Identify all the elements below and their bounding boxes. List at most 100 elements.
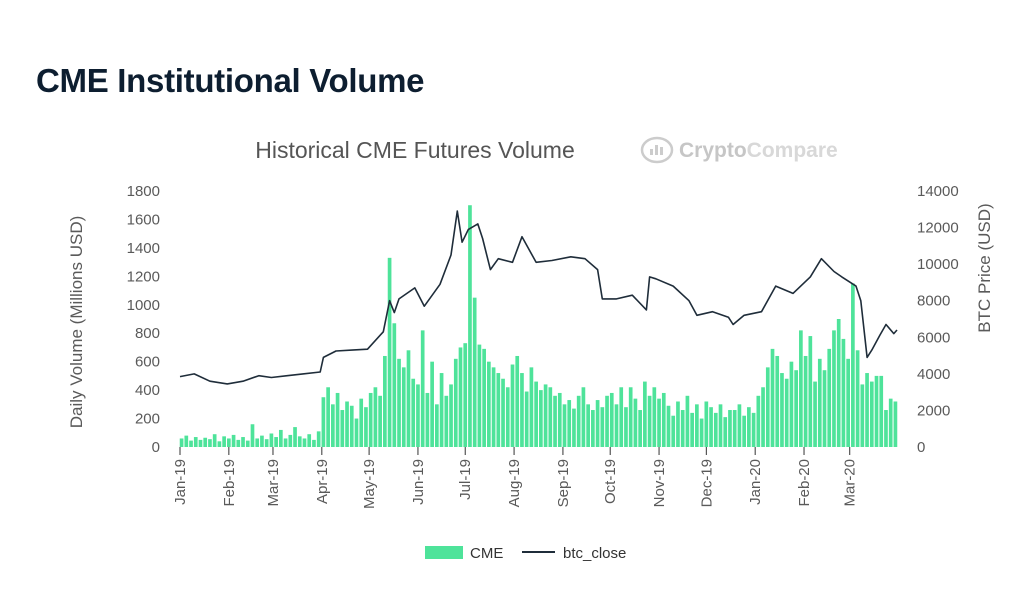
y-left-tick-label: 1200 [127,268,160,285]
y-right-tick-label: 12000 [917,220,959,237]
cme-volume-bar [808,336,813,447]
cme-volume-bar [647,395,652,447]
cme-volume-bar [510,364,515,447]
cryptocompare-logo-icon [640,136,674,164]
cme-volume-bar [643,381,647,447]
x-tick-label: Aug-19 [506,459,523,507]
cme-volume-bar [874,375,879,447]
cme-volume-bar [406,350,411,447]
cme-volume-bar [439,373,444,447]
cme-volume-bar [761,387,765,447]
cme-volume-bar [198,439,203,447]
cme-volume-bar [501,378,505,447]
cme-volume-bar [529,367,534,447]
cme-volume-bar [586,404,590,447]
x-tick-label: Mar-20 [842,459,859,507]
cme-volume-bar [217,441,222,447]
cme-volume-bar [401,367,406,447]
cme-volume-bar [378,395,382,447]
cme-volume-bar [543,384,548,447]
cme-volume-bar [264,439,269,447]
y-right-tick-label: 8000 [917,293,950,310]
cme-volume-bar [794,370,798,447]
cme-volume-bar [553,395,557,447]
cme-volume-bar [803,355,808,447]
chart-title: Historical CME Futures Volume [255,137,575,163]
cme-volume-bar [316,431,321,447]
cme-volume-bar [279,429,283,447]
cme-volume-bar [208,439,212,447]
cme-volume-bar [463,343,468,447]
cme-volume-bar [836,319,841,447]
cme-volume-bar [666,405,671,447]
legend-btc-label: btc_close [563,545,626,562]
cme-volume-bar [581,387,586,447]
cme-volume-bar [633,398,638,447]
cme-volume-bar [709,407,713,447]
cme-volume-bar [822,370,827,447]
y-axis-left-ticks: 0 200 400 600 800 1000 1200 1400 1600 1800 [127,183,160,456]
cme-volume-bar [288,434,293,447]
cme-volume-bar [255,438,260,447]
cme-volume-bar [860,384,865,447]
cme-volume-bar [846,358,850,447]
y-right-tick-label: 0 [917,439,925,456]
cme-volume-bar [420,330,425,447]
x-axis-ticks: Jan-19 Feb-19 Mar-19 Apr-19 May-19 Jun-19 Jul-… [172,447,859,509]
x-tick-label: May-19 [361,459,378,509]
x-tick-label: Sep-19 [555,459,572,507]
cryptocompare-watermark: CryptoCompare [640,136,838,164]
cme-volume-bar [638,410,642,447]
cme-volume-bar [482,348,486,447]
cme-volume-bar [491,367,496,447]
cme-volume-bar [383,355,387,447]
cme-volume-bar [614,404,619,447]
cme-volume-bar [241,437,245,447]
cme-volume-bar [591,410,595,447]
cme-volume-bar [704,401,709,447]
cme-volume-bar [212,434,217,447]
x-tick-label: Dec-19 [698,459,715,507]
cme-volume-bar [411,378,416,447]
cme-volume-bar [747,407,751,447]
cme-volume-bar [567,400,572,447]
cme-volume-bar [609,392,614,447]
cme-volume-bar [548,387,553,447]
cme-volume-bar [397,358,401,447]
cme-volume-bar [713,412,718,447]
cme-volume-bar [250,424,255,447]
cme-volume-bar [893,401,898,447]
cme-volume-bar [728,410,732,447]
cme-volume-bar [718,404,723,447]
cme-volume-bar [671,415,676,447]
cme-volume-bar [307,434,312,447]
cme-volume-bar [884,410,888,447]
x-tick-label: Jan-19 [172,459,189,505]
x-tick-label: Jun-19 [410,459,427,505]
cme-volume-bar [595,400,600,447]
y-left-tick-label: 400 [135,382,160,399]
legend: CME btc_close [425,545,626,562]
cme-volume-bar [732,410,737,447]
cme-volume-bar [345,401,349,447]
cme-volume-bar [699,418,704,447]
cme-volume-bar [841,338,846,447]
y-axis-right-ticks: 0 2000 4000 6000 8000 10000 12000 14000 [917,183,959,456]
cme-volume-bar [751,412,756,447]
cme-volume-bar [572,408,576,447]
cme-volume-bar [373,387,378,447]
cme-volume-bar [487,361,491,447]
cme-volume-bar [179,438,184,447]
cme-volume-bar [832,330,836,447]
cme-volume-bar [387,257,392,447]
cme-volume-bar [274,437,278,447]
cme-volume-bar [576,395,581,447]
watermark-crypto: Crypto [679,139,747,162]
cme-volume-bar [416,384,420,447]
cme-volume-bar [619,387,624,447]
y-right-tick-label: 10000 [917,256,959,273]
cme-volume-bar [392,323,397,447]
cme-volume-bar [765,367,770,447]
cme-volume-bar [331,404,335,447]
